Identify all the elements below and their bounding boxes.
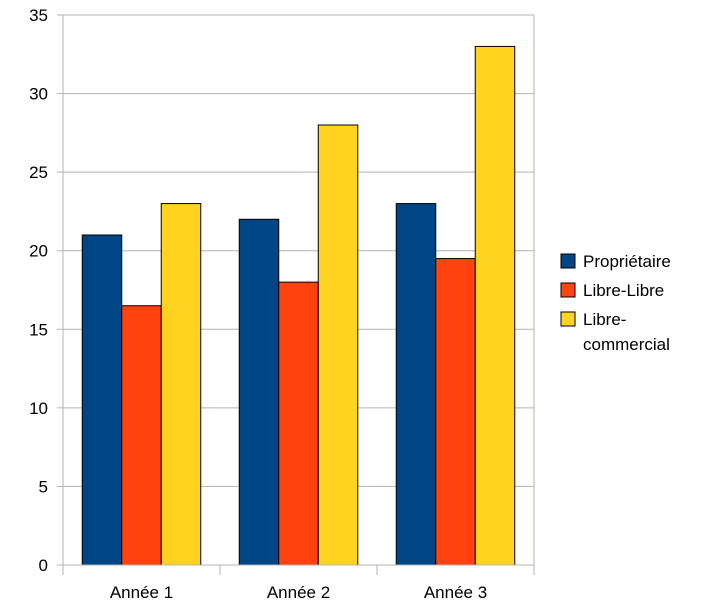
legend-swatch: [560, 311, 576, 327]
y-tick-label: 15: [29, 320, 48, 339]
y-tick-label: 25: [29, 163, 48, 182]
y-tick-label: 30: [29, 85, 48, 104]
bar-propri-taire-3: [395, 203, 437, 566]
y-tick-label: 5: [39, 477, 48, 496]
x-category-label: Année 1: [110, 583, 173, 602]
legend-swatch: [560, 253, 576, 269]
bar-libre-libre-3: [435, 258, 476, 566]
bar-libre-libre-1: [121, 305, 162, 566]
y-tick-label: 0: [39, 556, 48, 575]
y-tick-label: 10: [29, 399, 48, 418]
legend-label: Propriétaire: [583, 252, 671, 271]
y-tick-label: 20: [29, 242, 48, 261]
axes: 0 5 10 15 20 25 30 35 Année 1 Année 2 Année 3: [29, 6, 535, 602]
bar-libre-commercial-2: [317, 124, 359, 566]
bar-libre-commercial-1: [160, 203, 202, 566]
legend-swatch: [560, 282, 576, 298]
legend-label: Libre-: [583, 310, 626, 329]
bar-libre-libre-2: [278, 281, 319, 566]
bar-libre-commercial-3: [474, 45, 516, 566]
bars: [81, 45, 516, 566]
bar-propri-taire-1: [81, 234, 123, 566]
x-category-label: Année 3: [424, 583, 487, 602]
y-tick-label: 35: [29, 6, 48, 25]
bar-propri-taire-2: [238, 218, 280, 566]
legend-label: commercial: [583, 335, 670, 354]
legend-label: Libre-Libre: [583, 281, 664, 300]
x-category-label: Année 2: [267, 583, 330, 602]
legend: Propriétaire Libre-Libre Libre-commercial: [560, 252, 671, 354]
